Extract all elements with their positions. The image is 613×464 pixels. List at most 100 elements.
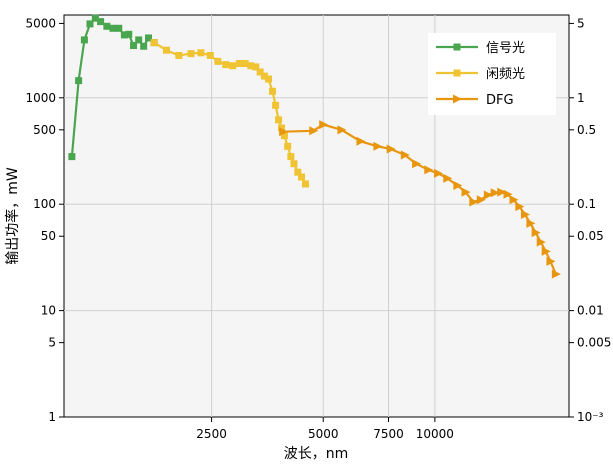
data-point: [526, 218, 536, 228]
data-point: [546, 256, 556, 266]
data-point: [531, 228, 541, 238]
legend-label: DFG: [486, 93, 514, 108]
data-point: [434, 168, 444, 178]
data-point: [309, 126, 319, 136]
x-tick-label: 7500: [373, 427, 404, 441]
y-tick-label-left: 100: [33, 197, 56, 211]
data-point: [536, 237, 546, 247]
y-tick-label-right: 0.5: [577, 123, 596, 137]
data-point: [241, 60, 249, 68]
data-point: [206, 51, 214, 59]
legend-item: 闲频光: [436, 67, 525, 82]
y-tick-label-left: 1: [48, 410, 56, 424]
legend-marker: [453, 43, 461, 51]
data-point: [80, 36, 88, 44]
data-point: [400, 150, 410, 160]
y-tick-label-left: 50: [41, 229, 56, 243]
data-point: [140, 42, 148, 50]
data-point: [290, 160, 298, 168]
axes-layer: 2500 5000 7500 10000 1 5 10 50 100 500 1000 5000 10⁻…: [25, 16, 611, 441]
legend-label: 信号光: [486, 41, 525, 56]
data-point: [260, 72, 268, 80]
data-point: [86, 20, 94, 28]
y-tick-label-right: 0.05: [577, 229, 604, 243]
series-2: [150, 39, 310, 188]
data-point: [222, 61, 230, 69]
data-point: [483, 190, 493, 200]
data-point: [247, 62, 255, 70]
series-layer: [68, 14, 561, 279]
data-point: [97, 18, 105, 26]
data-point: [497, 187, 507, 197]
data-point: [373, 141, 383, 151]
y-tick-label-left: 1000: [25, 91, 56, 105]
data-point: [150, 39, 158, 47]
data-point: [356, 136, 366, 146]
data-point: [163, 46, 171, 54]
data-point: [235, 60, 243, 68]
data-point: [135, 36, 143, 44]
x-tick-label: 2500: [196, 427, 227, 441]
data-point: [252, 63, 260, 71]
y-tick-label-left: 5: [48, 336, 56, 350]
y-tick-label-left: 500: [33, 123, 56, 137]
data-point: [503, 189, 513, 199]
data-point: [294, 168, 302, 176]
series-3: [279, 120, 561, 279]
data-point: [551, 269, 561, 279]
data-point: [197, 49, 205, 57]
legend-label: 闲频光: [486, 67, 525, 82]
y-tick-label-left: 5000: [25, 16, 56, 30]
data-point: [109, 24, 117, 32]
data-point: [68, 153, 76, 161]
data-point: [229, 62, 237, 70]
data-point: [453, 180, 463, 190]
data-point: [302, 180, 310, 188]
data-point: [125, 30, 133, 38]
x-tick-label: 5000: [308, 427, 339, 441]
data-point: [509, 195, 519, 205]
y-tick-label-left: 10: [41, 304, 56, 318]
data-point: [279, 127, 289, 137]
data-point: [319, 120, 329, 130]
data-point: [424, 165, 434, 175]
data-point: [214, 57, 222, 65]
data-point: [461, 187, 471, 197]
data-point: [298, 173, 306, 181]
data-point: [272, 101, 280, 109]
data-point: [520, 210, 530, 220]
data-point: [75, 77, 83, 85]
data-point: [256, 68, 264, 76]
data-point: [284, 142, 292, 150]
data-point: [269, 87, 277, 95]
x-axis-label: 波长，nm: [284, 446, 349, 462]
legend-item: DFG: [436, 93, 514, 108]
data-point: [91, 14, 99, 22]
data-point: [469, 197, 479, 207]
data-point: [278, 124, 286, 132]
data-point: [280, 132, 288, 140]
y-tick-label-right: 10⁻³: [577, 410, 604, 424]
data-point: [175, 51, 183, 59]
data-point: [287, 153, 295, 161]
data-point: [275, 116, 283, 124]
y-tick-label-right: 5: [577, 16, 585, 30]
data-point: [145, 34, 153, 42]
legend-marker: [453, 94, 462, 104]
data-point: [115, 24, 123, 32]
y-tick-label-right: 1: [577, 91, 585, 105]
y-tick-label-right: 0.01: [577, 304, 604, 318]
data-point: [412, 159, 422, 169]
y-axis-label: 输出功率，mW: [4, 167, 21, 265]
data-point: [443, 173, 453, 183]
data-point: [187, 50, 195, 58]
data-point: [130, 42, 138, 50]
y-tick-label-right: 0.005: [577, 336, 611, 350]
data-point: [476, 195, 486, 205]
data-point: [541, 246, 551, 256]
data-point: [490, 188, 500, 198]
data-point: [120, 31, 128, 39]
data-point: [337, 125, 347, 135]
